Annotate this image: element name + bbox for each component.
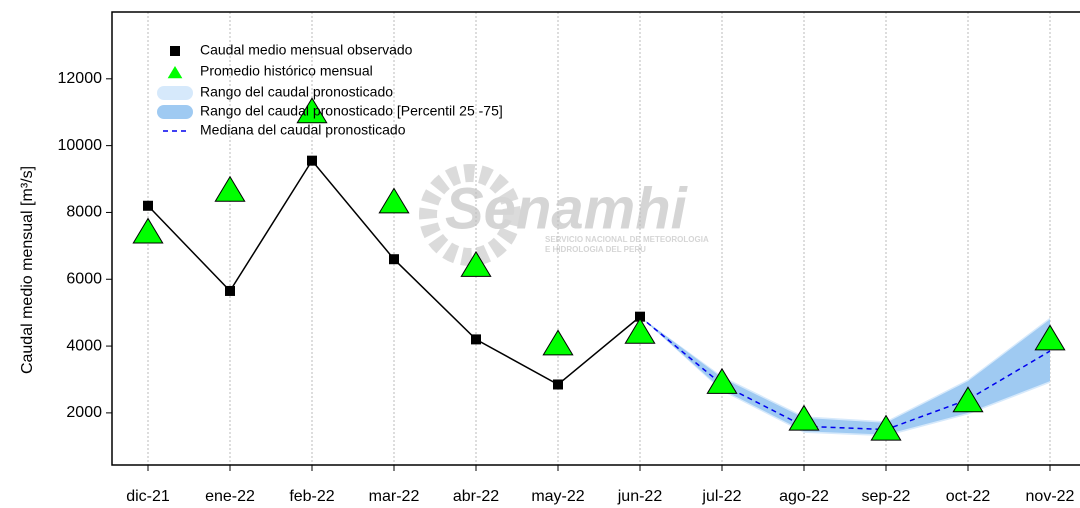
y-tick-label: 8000	[66, 204, 102, 221]
observed-point	[143, 200, 153, 211]
historic-point	[870, 414, 902, 441]
observed-point	[225, 285, 235, 296]
legend-swatch	[157, 86, 193, 100]
observed-point	[553, 379, 563, 390]
legend-label: Promedio histórico mensual	[200, 63, 373, 79]
historic-point	[542, 329, 574, 356]
historic-point	[214, 175, 246, 202]
x-tick-label: may-22	[531, 488, 584, 505]
historic-point	[1034, 324, 1066, 351]
y-tick-label: 6000	[66, 270, 102, 287]
observed-point	[635, 311, 645, 322]
x-tick-label: ene-22	[205, 488, 255, 505]
historic-point	[296, 97, 328, 124]
watermark-line: SERVICIO NACIONAL DE METEOROLOGIA	[545, 235, 709, 244]
watermark-title: Senamhi	[445, 176, 689, 241]
y-axis-label: Caudal medio mensual [m³/s]	[19, 166, 36, 374]
x-tick-label: sep-22	[862, 488, 911, 505]
historic-point	[624, 317, 656, 344]
legend-label: Rango del caudal pronosticado	[200, 84, 393, 100]
x-tick-label: dic-21	[126, 488, 170, 505]
legend-label: Mediana del caudal pronosticado	[200, 122, 406, 138]
x-tick-label: nov-22	[1026, 488, 1075, 505]
historic-point	[788, 404, 820, 431]
historic-point	[378, 187, 410, 214]
y-tick-label: 2000	[66, 404, 102, 421]
legend-swatch	[157, 105, 193, 119]
legend-swatch	[170, 46, 180, 56]
historic-point	[132, 217, 164, 244]
observed-point	[471, 334, 481, 345]
x-tick-label: mar-22	[369, 488, 420, 505]
x-tick-label: ago-22	[779, 488, 829, 505]
historic-point	[460, 250, 492, 277]
x-tick-label: jul-22	[701, 488, 741, 505]
historic-point	[952, 386, 984, 413]
plot-frame	[111, 11, 1080, 466]
y-tick-label: 10000	[58, 137, 103, 154]
legend-swatch	[167, 66, 183, 79]
legend-label: Caudal medio mensual observado	[200, 42, 413, 58]
observed-point	[307, 155, 317, 166]
watermark-line: E HIDROLOGIA DEL PERU	[545, 245, 646, 254]
forecast-band	[640, 316, 1050, 435]
watermark-sun	[419, 164, 521, 266]
x-tick-label: feb-22	[289, 488, 334, 505]
x-tick-label: abr-22	[453, 488, 499, 505]
legend-label: Rango del caudal pronosticado [Percentil…	[200, 103, 503, 119]
x-tick-label: jun-22	[617, 488, 663, 505]
historic-point	[706, 367, 738, 394]
watermark: Senamhi SERVICIO NACIONAL DE METEOROLOGI…	[419, 164, 709, 266]
observed-point	[389, 254, 399, 265]
x-tick-label: oct-22	[946, 488, 991, 505]
y-tick-label: 12000	[58, 70, 103, 87]
y-tick-label: 4000	[66, 337, 102, 354]
